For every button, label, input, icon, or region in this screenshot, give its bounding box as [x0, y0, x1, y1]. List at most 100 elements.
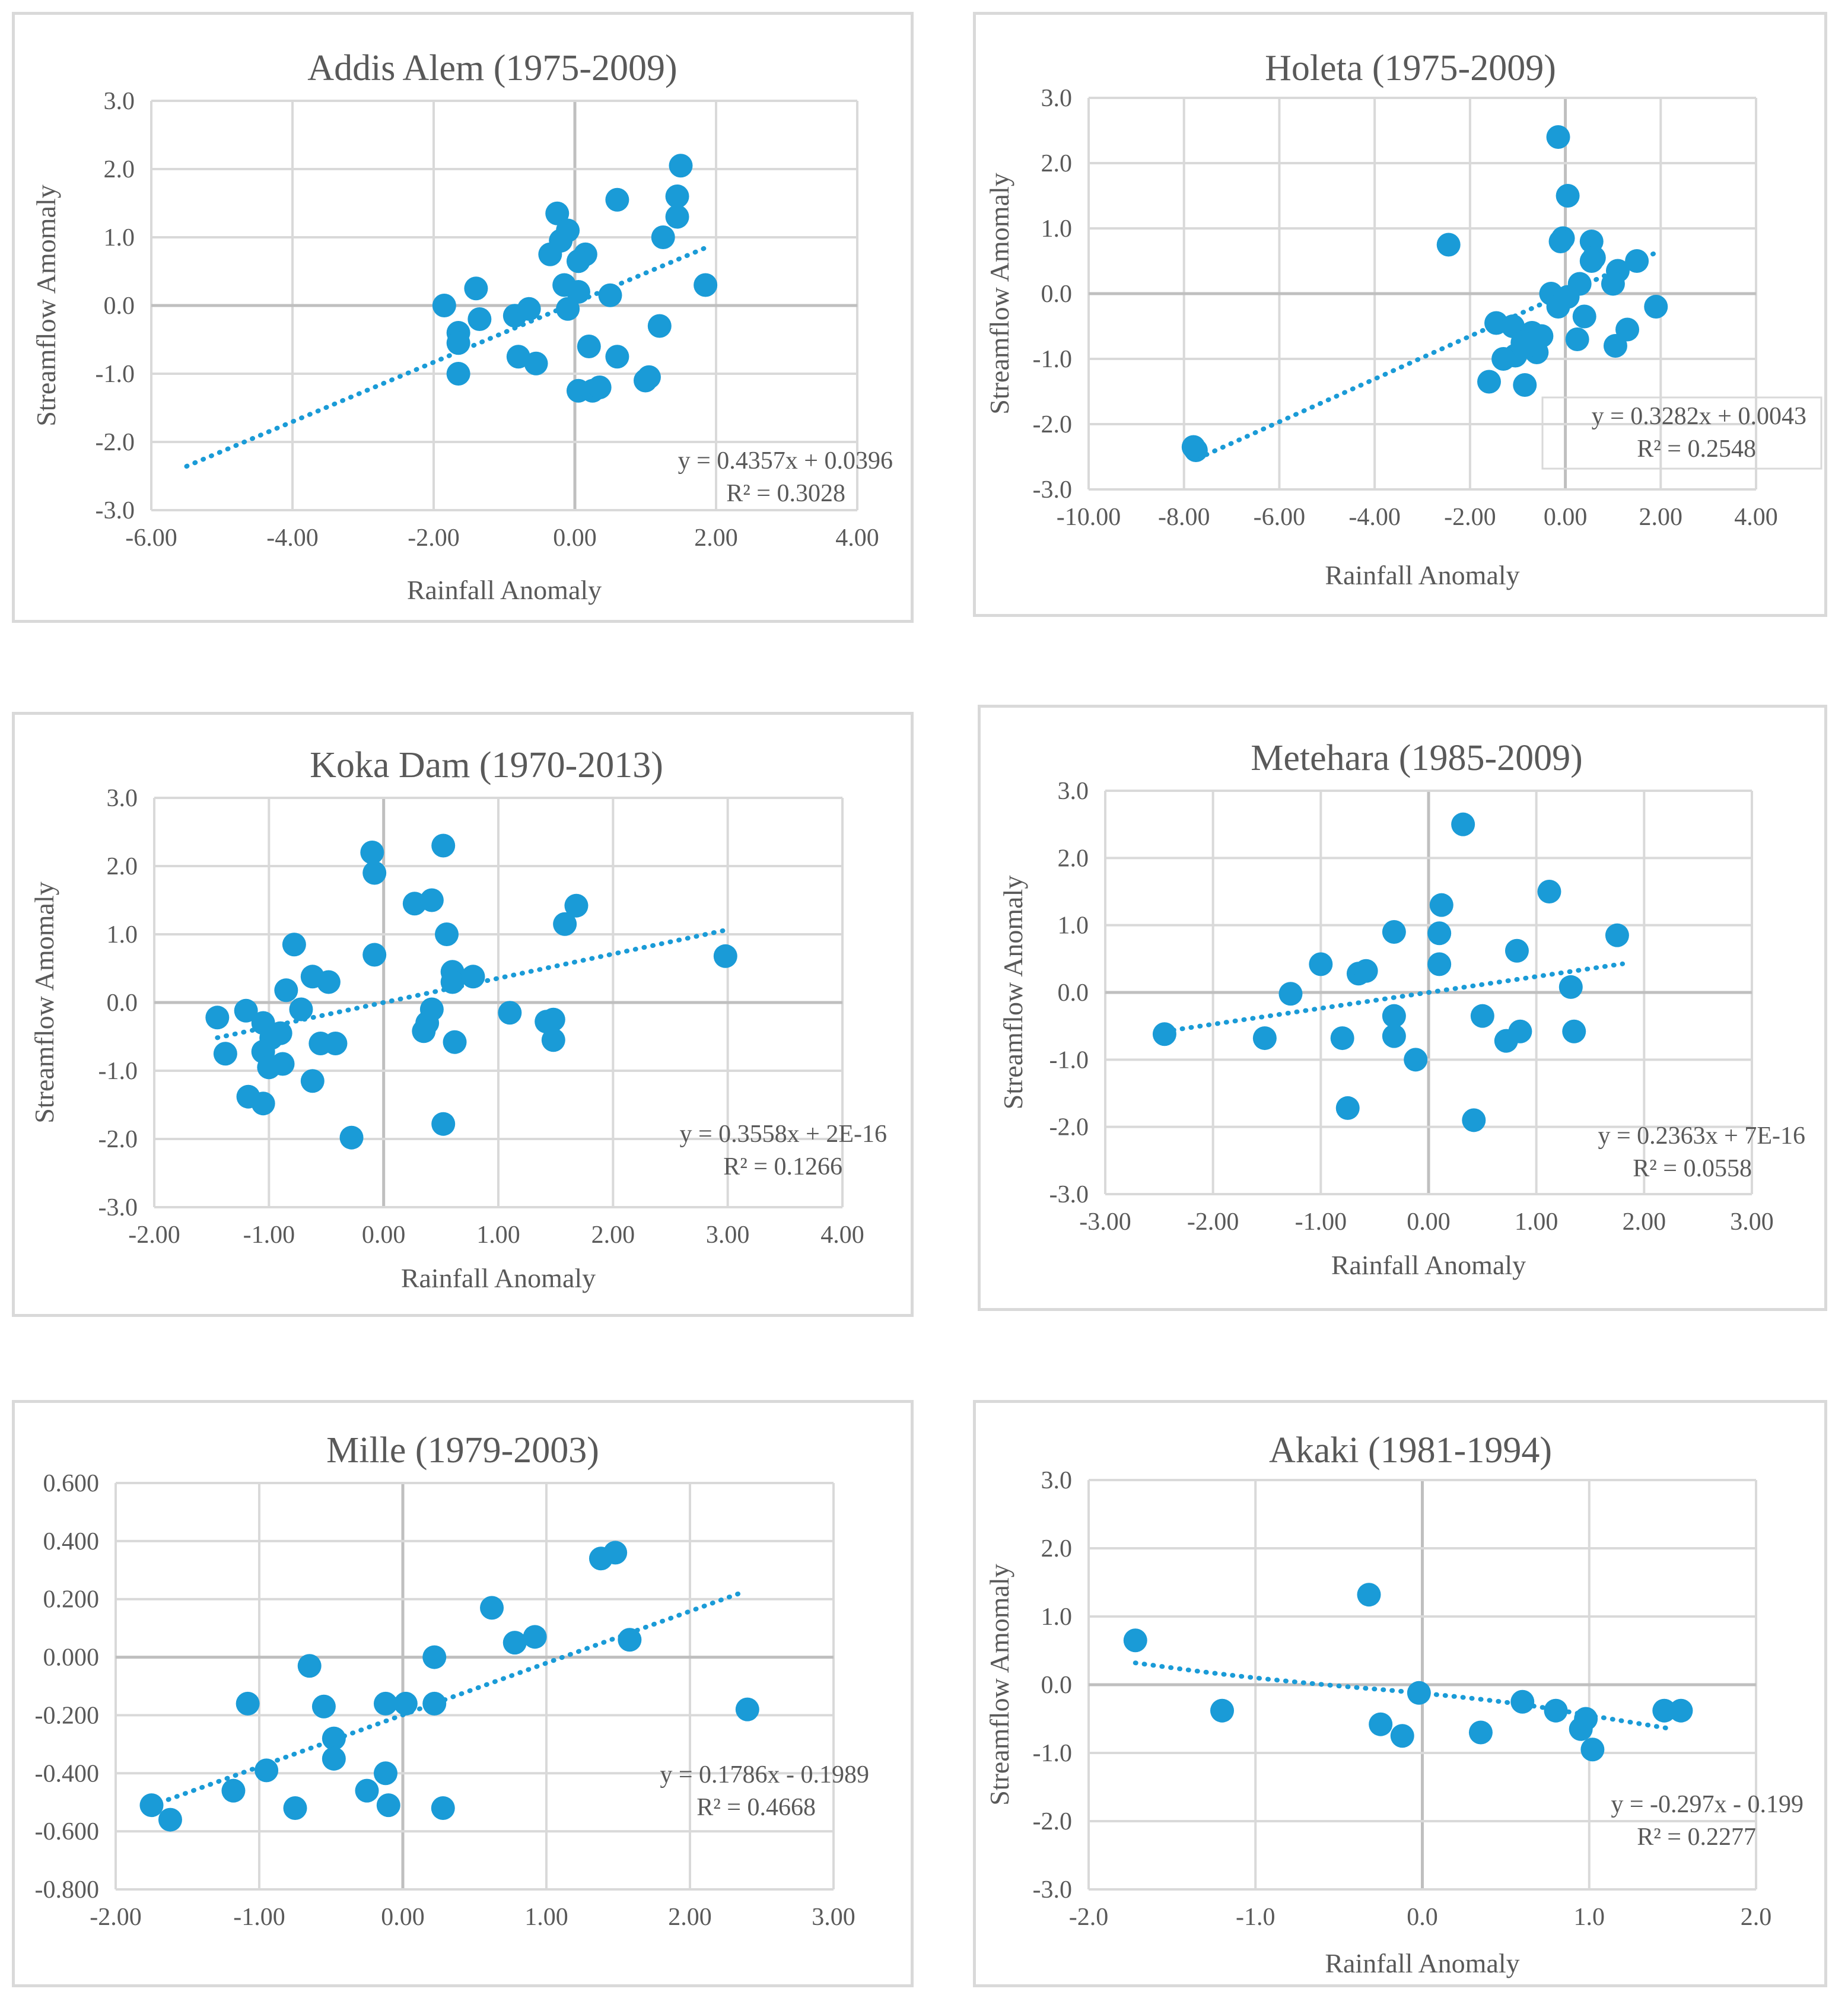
x-tick-label: 2.00 [694, 524, 738, 552]
chart-panel-holeta: -10.00 -8.00 -6.00 -4.00 -2.00 0.00 2.00 4.00 -3… [973, 12, 1827, 617]
data-point [647, 314, 672, 338]
data-point [362, 861, 387, 885]
data-point [419, 888, 444, 912]
y-tick-label: 3.0 [1041, 1467, 1073, 1494]
data-point [446, 362, 470, 386]
y-tick-label: 2.0 [104, 156, 135, 183]
x-axis-label: Rainfall Anomaly [1331, 1250, 1526, 1280]
y-tick-label: 3.0 [107, 785, 138, 812]
x-tick-label: -1.0 [1236, 1904, 1276, 1931]
y-axis-label: Streamflow Amomaly [984, 1564, 1014, 1806]
data-point [1546, 125, 1570, 149]
data-point [1407, 1681, 1431, 1705]
data-point [1382, 920, 1406, 944]
r-squared-label: R² = 0.4668 [696, 1794, 816, 1821]
data-point [323, 1032, 348, 1055]
data-point [467, 307, 492, 331]
x-tick-label: -8.00 [1158, 504, 1210, 531]
x-tick-label: 0.00 [553, 524, 597, 552]
y-tick-label: 0.0 [107, 989, 138, 1017]
y-tick-label: -1.0 [96, 361, 135, 388]
scatter-chart-metehara: -3.00 -2.00 -1.00 0.00 1.00 2.00 3.00 -3.0 -2.0 -… [998, 738, 1805, 1280]
data-point [289, 997, 313, 1022]
data-point [1652, 1698, 1677, 1723]
data-point [556, 297, 580, 321]
trendline-equation: y = -0.297x - 0.199 [1611, 1791, 1804, 1818]
data-point [1565, 327, 1589, 351]
chart-title: Holeta (1975-2009) [1265, 48, 1556, 88]
y-tick-label: 2.0 [107, 853, 138, 880]
y-tick-label: 0.0 [104, 292, 135, 320]
data-point [360, 841, 384, 864]
data-point [432, 294, 456, 317]
data-point [541, 1007, 565, 1032]
x-tick-label: -2.00 [408, 524, 460, 552]
data-point [553, 912, 577, 936]
y-tick-label: 0.0 [1041, 1672, 1073, 1699]
data-point [1513, 373, 1537, 397]
data-point [665, 184, 689, 208]
data-point [1404, 1048, 1428, 1072]
y-axis-label: Streamflow Amomaly [29, 882, 59, 1124]
data-point [1605, 923, 1629, 947]
data-point [603, 1541, 628, 1565]
data-point [566, 280, 590, 304]
data-point [236, 1691, 260, 1716]
data-point [564, 893, 589, 918]
data-point [1558, 975, 1583, 999]
data-point [1382, 1024, 1406, 1048]
x-tick-label: -2.00 [90, 1904, 142, 1931]
x-tick-label: -6.00 [1254, 504, 1306, 531]
x-tick-label: -4.00 [1348, 504, 1401, 531]
y-tick-label: -3.0 [1049, 1181, 1089, 1208]
data-point [440, 970, 465, 994]
x-tick-label: -1.00 [243, 1221, 295, 1249]
x-axis-label: Rainfall Anomaly [401, 1263, 596, 1293]
y-tick-label: -3.0 [1033, 476, 1073, 504]
x-tick-label: 4.00 [835, 524, 879, 552]
scatter-chart-mille: -2.00 -1.00 0.00 1.00 2.00 3.00 -0.800 -0.600 -0… [35, 1430, 870, 1931]
chart-panel-akaki: -2.0 -1.0 0.0 1.0 2.0 -3.0 -2.0 -1.0 0.0 1.0 2.0 3.… [973, 1400, 1827, 1987]
data-point [1579, 249, 1604, 273]
data-point [605, 187, 629, 212]
data-point [339, 1125, 364, 1150]
chart-title: Akaki (1981-1994) [1269, 1430, 1552, 1471]
data-point [274, 978, 298, 1003]
y-tick-label: -3.0 [98, 1194, 138, 1221]
x-tick-label: 1.0 [1574, 1904, 1605, 1931]
x-axis-label: Rainfall Anomaly [407, 575, 602, 605]
data-point [221, 1778, 246, 1803]
x-tick-label: -10.00 [1057, 504, 1121, 531]
y-tick-label: -2.0 [96, 429, 135, 456]
data-point [1357, 1583, 1381, 1607]
data-point [577, 335, 601, 358]
data-point [1382, 1004, 1406, 1028]
y-axis-label: Streamflow Amomaly [984, 173, 1014, 415]
y-tick-label: -0.400 [35, 1760, 100, 1787]
chart-panel-mille: -2.00 -1.00 0.00 1.00 2.00 3.00 -0.800 -0.600 -0… [12, 1400, 914, 1987]
data-point [605, 345, 629, 369]
r-squared-label: R² = 0.2277 [1637, 1824, 1756, 1851]
chart-panel-koka-dam: -2.00 -1.00 0.00 1.00 2.00 3.00 4.00 -3.0 -2.0 -1… [12, 712, 914, 1317]
x-tick-label: 0.0 [1407, 1904, 1438, 1931]
data-point [1470, 1004, 1494, 1028]
data-point [517, 297, 541, 321]
data-point [355, 1778, 379, 1803]
x-tick-label: 1.00 [524, 1904, 568, 1931]
y-tick-label: -3.0 [96, 497, 135, 524]
scatter-chart-akaki: -2.0 -1.0 0.0 1.0 2.0-3.0-2.0-1.00.01.02.03.… [984, 1430, 1804, 1978]
x-tick-label: 0.00 [362, 1221, 406, 1249]
trendline-equation: y = 0.3558x + 2E-16 [679, 1121, 887, 1148]
y-axis-label: Streamflow Amomaly [31, 184, 61, 427]
data-point [1152, 1022, 1176, 1046]
data-point [498, 1001, 522, 1025]
data-point [1436, 233, 1461, 257]
data-point [524, 351, 548, 376]
y-tick-label: 0.200 [43, 1586, 100, 1614]
data-point [1515, 334, 1540, 358]
data-point [1477, 370, 1501, 394]
data-point [1625, 249, 1649, 273]
data-point [566, 249, 590, 273]
x-tick-label: -2.00 [128, 1221, 180, 1249]
data-point [1181, 435, 1206, 459]
